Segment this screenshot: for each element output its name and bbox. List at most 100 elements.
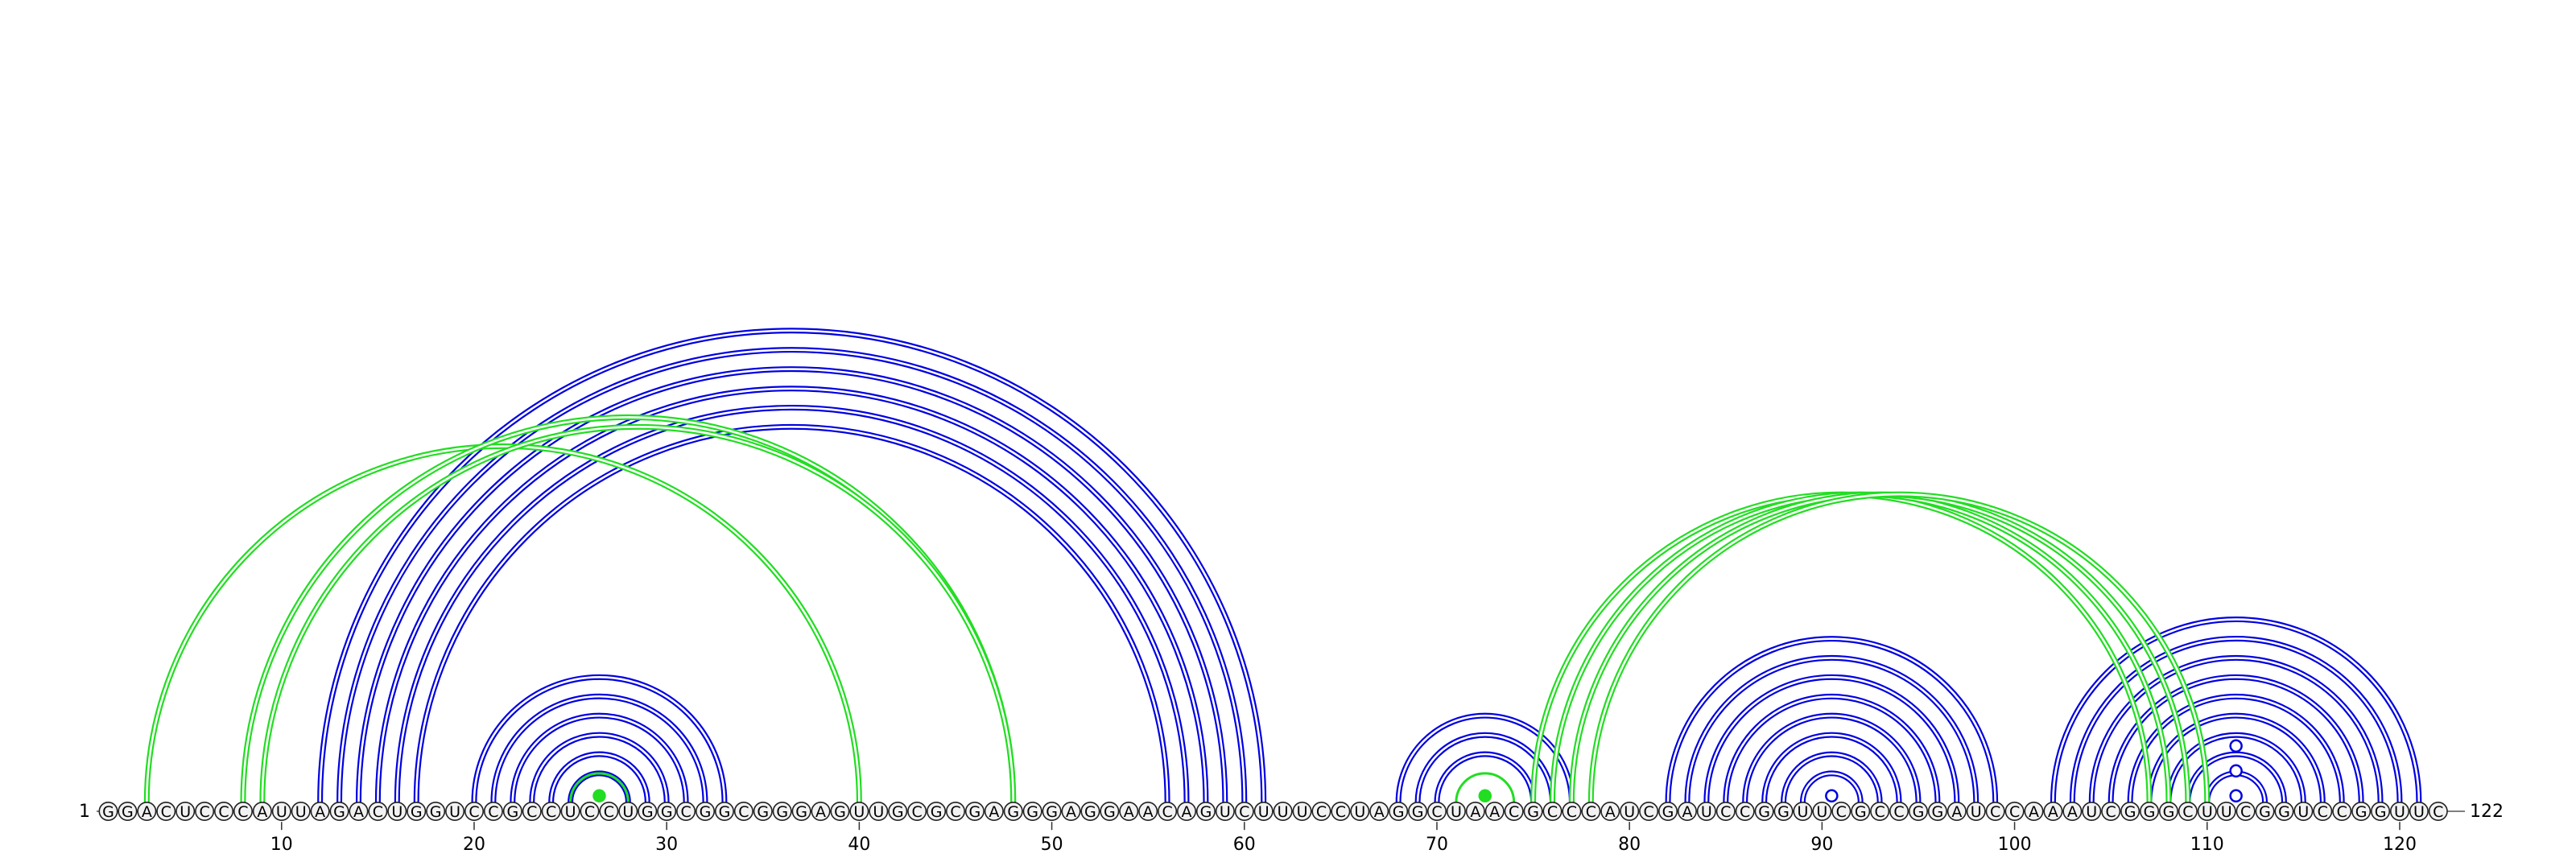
svg-text:C: C [488,803,498,821]
canonical-arc [1723,693,1941,802]
nucleotide: U [2216,801,2236,821]
svg-text:A: A [2067,803,2078,821]
nucleotide: C [733,801,753,821]
nucleotide: G [2255,801,2275,821]
nucleotide: A [2062,801,2083,821]
tick-label: 10 [270,835,293,855]
svg-text:C: C [546,803,556,821]
svg-text:U: U [1816,803,1827,821]
nucleotide: G [696,801,716,821]
nucleotide: G [329,801,349,821]
nucleotide: C [1831,801,1852,821]
nucleotide: A [310,801,330,821]
svg-text:A: A [1374,803,1385,821]
svg-text:A: A [353,803,364,821]
nucleotide: U [1793,801,1813,821]
svg-text:G: G [2278,803,2290,821]
svg-text:G: G [333,803,345,821]
svg-text:C: C [2182,803,2193,821]
end-label: 122 [2470,802,2504,822]
svg-text:C: C [1586,803,1596,821]
svg-text:U: U [180,803,191,821]
nucleotide: G [753,801,773,821]
nucleotide: G [2120,801,2140,821]
svg-text:A: A [815,803,826,821]
nucleotide: G [1408,801,1428,821]
svg-text:C: C [1990,803,2000,821]
tick-label: 80 [1618,835,1641,855]
svg-text:G: G [506,803,518,821]
canonical-arc [394,404,1190,802]
svg-text:G: G [1007,803,1019,821]
nucleotide: A [1061,801,1081,821]
canonical-arc [2185,751,2287,802]
svg-text:G: G [1913,803,1925,821]
svg-text:A: A [2048,803,2058,821]
position-tick: 80 [1618,822,1641,855]
svg-text:U: U [622,803,634,821]
hairpin-marker [1825,789,1839,803]
position-ticks: 10 20 30 40 50 60 70 80 90 100 110 120 [270,822,2417,855]
nucleotide: C [1426,801,1447,821]
canonical-arc [2069,635,2403,802]
nucleotide: G [1773,801,1794,821]
nucleotide: A [2043,801,2063,821]
hairpin-marker [2229,764,2243,778]
position-tick: 110 [2190,822,2224,855]
svg-text:U: U [1451,803,1462,821]
tick-label: 50 [1041,835,1063,855]
noncanonical-arcs [143,414,2211,802]
nucleotide: G [1908,801,1928,821]
position-tick: 10 [270,822,293,855]
position-tick: 60 [1233,822,1256,855]
svg-text:C: C [1836,803,1847,821]
nucleotide: A [1677,801,1697,821]
nucleotide: G [772,801,792,821]
svg-text:G: G [411,803,423,821]
nucleotide: U [2409,801,2429,821]
nucleotide: C [541,801,561,821]
nucleotide: G [1100,801,1120,821]
canonical-arc [1742,712,1922,802]
nucleotide: C [2004,801,2025,821]
svg-text:G: G [834,803,846,821]
svg-text:C: C [2433,803,2443,821]
svg-text:G: G [2163,803,2175,821]
nucleotide: A [1465,801,1485,821]
canonical-arc [1434,751,1537,802]
nucleotide: A [1119,801,1139,821]
svg-text:U: U [2086,803,2097,821]
hairpin-marker [592,789,606,803]
svg-text:G: G [1104,803,1116,821]
canonical-arc [2107,674,2364,802]
nucleotide: G [1523,801,1543,821]
nucleotide: U [1350,801,1370,821]
nucleotide: C [1311,801,1331,821]
nucleotide: G [714,801,734,821]
svg-text:G: G [776,803,788,821]
nucleotide: U [1446,801,1466,821]
canonical-arc [529,732,670,802]
nucleotide: C [1870,801,1890,821]
svg-text:A: A [1951,803,1962,821]
svg-text:G: G [1758,803,1770,821]
svg-text:C: C [2240,803,2251,821]
svg-text:G: G [757,803,769,821]
canonical-arc [1395,712,1575,802]
svg-text:G: G [931,803,943,821]
nucleotide: G [1389,801,1409,821]
canonical-arc [471,674,728,802]
nucleotide: C [1985,801,2005,821]
nucleotide: U [175,801,196,821]
nucleotide: G [964,801,985,821]
nucleotide: G [426,801,446,821]
svg-text:G: G [1046,803,1058,821]
svg-text:U: U [1258,803,1269,821]
nucleotide: G [2274,801,2294,821]
svg-text:G: G [1026,803,1038,821]
nucleotide: U [387,801,407,821]
nucleotide: U [445,801,465,821]
svg-text:C: C [469,803,479,821]
canonical-arc [490,693,708,802]
